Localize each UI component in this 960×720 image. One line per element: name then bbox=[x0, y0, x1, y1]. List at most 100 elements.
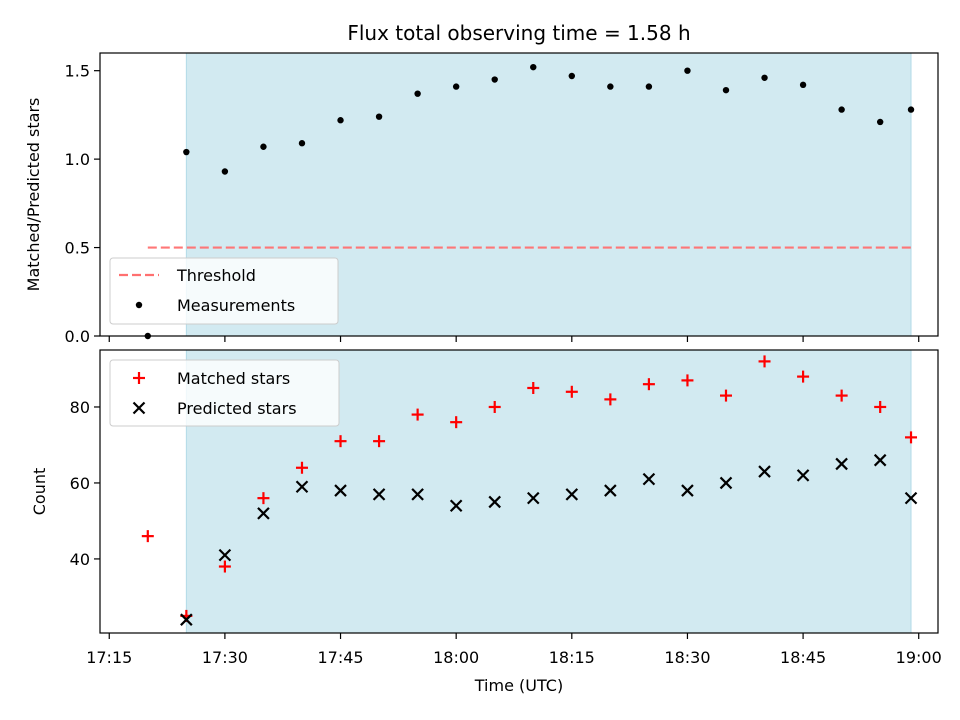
matched-star-point bbox=[257, 492, 270, 505]
cross-b bbox=[604, 484, 617, 497]
chart-title: Flux total observing time = 1.58 h bbox=[347, 21, 690, 45]
y-tick-label: 1.0 bbox=[65, 150, 90, 169]
count-plot-marks bbox=[141, 355, 918, 626]
y-tick-label: 80 bbox=[70, 398, 90, 417]
predicted-star-point bbox=[681, 484, 694, 497]
x-tick-label: 17:45 bbox=[317, 648, 363, 667]
matched-star-point bbox=[373, 435, 386, 448]
predicted-star-point bbox=[372, 488, 386, 501]
measurement-point bbox=[799, 81, 807, 89]
measurement-point bbox=[414, 90, 421, 97]
predicted-star-point bbox=[904, 491, 918, 505]
legend-measurements-swatch bbox=[135, 301, 143, 309]
cross-b bbox=[372, 488, 386, 501]
matched-star-point bbox=[681, 374, 694, 387]
cross-b bbox=[132, 401, 146, 415]
cross-b bbox=[526, 491, 540, 505]
x-tick-label: 18:15 bbox=[549, 648, 595, 667]
legend-measurements-label: Measurements bbox=[177, 296, 295, 315]
predicted-star-point bbox=[295, 480, 309, 494]
predicted-star-point bbox=[758, 465, 771, 478]
count-panel-frame bbox=[99, 349, 939, 634]
measurement-point bbox=[607, 83, 614, 90]
measurement-point bbox=[298, 140, 306, 147]
cross-b bbox=[334, 484, 347, 497]
count-legend: Matched stars Predicted stars bbox=[109, 359, 340, 427]
predicted-star-point bbox=[604, 484, 617, 497]
measurement-point bbox=[375, 113, 383, 120]
ratio-legend: Threshold Measurements bbox=[109, 257, 339, 325]
measurement-point bbox=[452, 83, 460, 90]
x-tick-label: 18:45 bbox=[780, 648, 826, 667]
measurement-point bbox=[722, 86, 730, 94]
predicted-star-point bbox=[411, 488, 424, 501]
legend-matched-label: Matched stars bbox=[177, 369, 290, 388]
cross-b bbox=[835, 457, 848, 471]
matched-star-point bbox=[758, 355, 771, 368]
time-x-axis-label: Time (UTC) bbox=[474, 676, 563, 695]
measurement-point bbox=[491, 76, 498, 83]
ratio-x-ticks bbox=[108, 336, 920, 342]
legend-box bbox=[109, 359, 340, 427]
ratio-y-ticks: 0.0 0.5 1.0 1.5 bbox=[65, 62, 100, 346]
matched-star-point bbox=[642, 378, 655, 391]
legend-matched-swatch bbox=[133, 372, 145, 384]
count-y-ticks: 40 60 80 bbox=[70, 398, 100, 569]
matched-star-point bbox=[527, 381, 540, 394]
legend-predicted-swatch bbox=[132, 401, 146, 415]
matched-star-point bbox=[334, 435, 347, 448]
predicted-star-point bbox=[719, 476, 733, 490]
legend-threshold-label: Threshold bbox=[176, 266, 256, 285]
predicted-star-point bbox=[565, 488, 579, 501]
cross-b bbox=[257, 507, 270, 520]
legend-predicted-label: Predicted stars bbox=[177, 399, 297, 418]
cross-b bbox=[488, 495, 501, 509]
cross-b bbox=[904, 491, 918, 505]
measurement-point bbox=[838, 106, 845, 113]
y-tick-label: 60 bbox=[70, 474, 90, 493]
measurement-point bbox=[645, 83, 653, 90]
measurement-point bbox=[907, 106, 915, 113]
cross-b bbox=[180, 613, 193, 626]
x-tick-label: 18:30 bbox=[664, 648, 710, 667]
measurement-point bbox=[876, 118, 884, 126]
cross-b bbox=[565, 488, 579, 501]
matched-star-point bbox=[295, 461, 308, 474]
x-tick-label: 17:15 bbox=[86, 648, 132, 667]
measurement-point bbox=[530, 63, 537, 71]
x-tick-label: 18:00 bbox=[433, 648, 479, 667]
y-tick-label: 0.0 bbox=[65, 327, 90, 346]
matched-star-point bbox=[797, 370, 810, 383]
ratio-plot-marks bbox=[144, 63, 915, 340]
predicted-star-point bbox=[526, 491, 540, 505]
y-tick-label: 40 bbox=[70, 550, 90, 569]
predicted-star-point bbox=[180, 613, 193, 626]
predicted-star-point bbox=[642, 472, 656, 486]
cross-b bbox=[758, 465, 771, 478]
predicted-star-point bbox=[334, 484, 347, 497]
matched-star-point bbox=[565, 385, 578, 398]
measurement-point bbox=[337, 117, 344, 124]
y-tick-label: 0.5 bbox=[65, 239, 90, 258]
cross-b bbox=[796, 469, 810, 482]
count-y-axis-label: Count bbox=[30, 468, 49, 516]
cross-b bbox=[449, 499, 463, 513]
predicted-star-point bbox=[449, 499, 463, 513]
predicted-star-point bbox=[796, 469, 810, 482]
matched-star-point bbox=[604, 393, 617, 406]
cross-b bbox=[873, 453, 887, 467]
matched-star-point bbox=[488, 400, 501, 413]
predicted-star-point bbox=[218, 548, 232, 562]
matched-star-point bbox=[450, 416, 463, 429]
measurement-point bbox=[684, 67, 691, 74]
measurement-point bbox=[183, 148, 190, 156]
matched-star-point bbox=[411, 408, 424, 421]
matched-star-point bbox=[874, 400, 887, 413]
y-tick-label: 1.5 bbox=[65, 62, 90, 81]
measurement-point bbox=[260, 143, 267, 150]
x-tick-label: 19:00 bbox=[896, 648, 942, 667]
ratio-panel: 0.0 0.5 1.0 1.5 Flux total observing time =… bbox=[24, 21, 939, 346]
measurement-point bbox=[568, 72, 576, 80]
cross-b bbox=[295, 480, 309, 494]
